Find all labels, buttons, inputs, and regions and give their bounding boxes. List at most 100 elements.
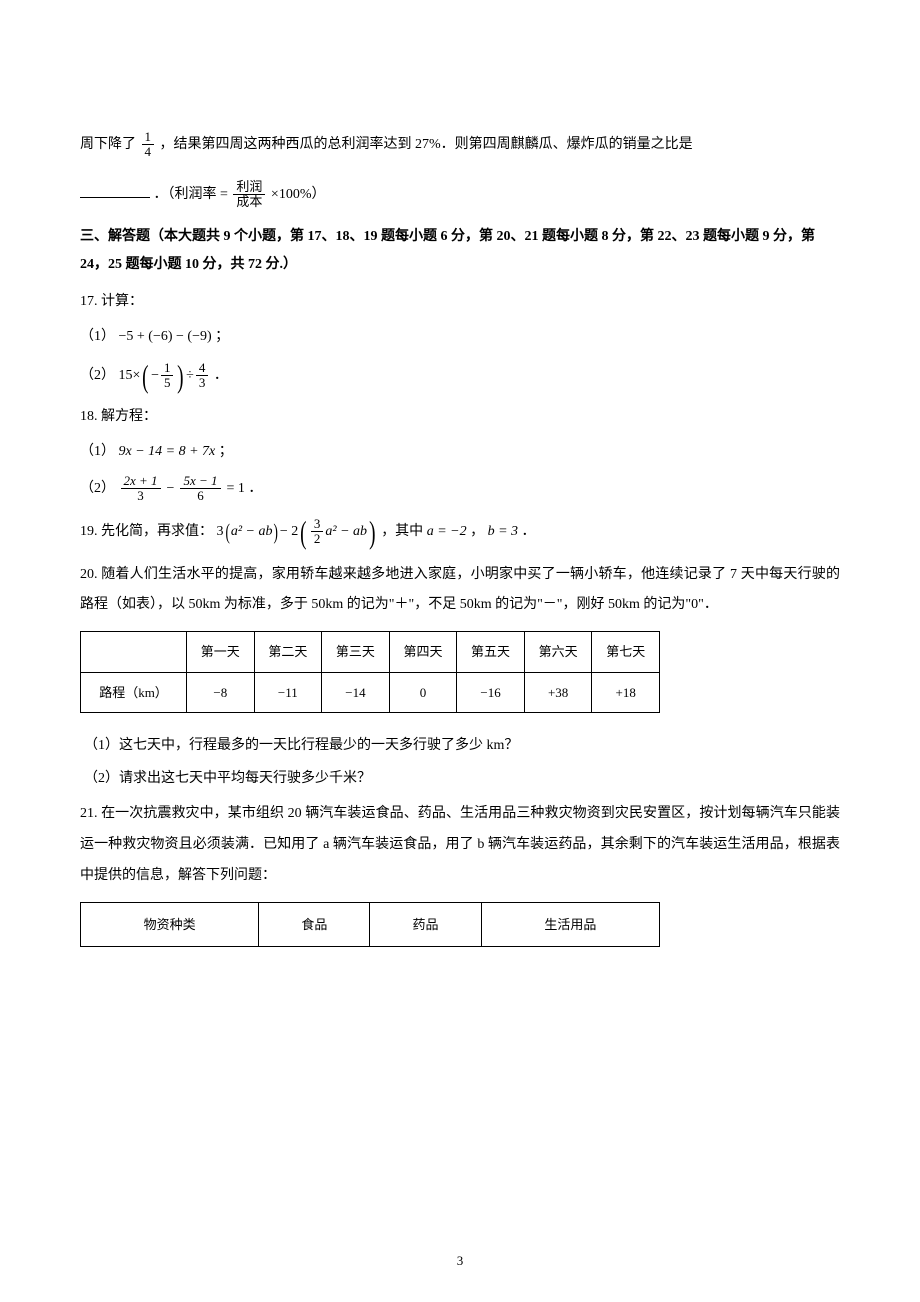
frac-num: 1 [142,130,155,145]
intro-p4: ×100%） [271,187,326,202]
q19-p1: a² − ab [231,519,273,544]
q17-stem: 17. 计算： [80,289,840,314]
table-cell: 0 [389,672,457,712]
section-3-header: 三、解答题（本大题共 9 个小题，第 17、18、19 题每小题 6 分，第 2… [80,223,840,279]
rparen-icon: ) [369,516,375,548]
page-number: 3 [0,1249,920,1272]
q18-sub2: （2） 2x + 1 3 − 5x − 1 6 = 1 ． [80,474,840,504]
q20-table: 第一天 第二天 第三天 第四天 第五天 第六天 第七天 路程（km） −8 −1… [80,631,660,713]
q17-frac-4-3: 4 3 [196,361,209,391]
intro-line-2: ．（利润率 = 利润 成本 ×100%） [80,180,840,210]
q17-sub2-label: （2） [80,368,115,383]
q21-stem: 21. 在一次抗震救灾中，某市组织 20 辆汽车装运食品、药品、生活用品三种救灾… [80,799,840,891]
q17-sub2-expr: 15× ( − 1 5 ) ÷ 4 3 [119,360,211,392]
q17-sub2-inner-pre: − [151,363,159,388]
q17-sub2-pre: 15× [119,363,141,388]
frac-profit: 利润 成本 [233,180,265,210]
intro-p1: 周下降了 [80,137,136,152]
q17-sub1-label: （1） [80,329,115,344]
frac-den: 6 [180,489,220,503]
q17-sub2: （2） 15× ( − 1 5 ) ÷ 4 3 ． [80,360,840,392]
rparen-icon: ) [274,521,278,543]
lparen-icon: ( [225,521,229,543]
frac-den: 5 [161,376,174,390]
table-header: 物资种类 [81,902,259,946]
q19-sep: ， [470,524,484,539]
frac-num: 1 [161,361,174,376]
table-header: 第二天 [254,632,322,672]
table-cell: −16 [457,672,525,712]
q17-sub1-tail: ； [215,329,229,344]
q18-mid: − [167,476,175,501]
q17-sub2-mid: ÷ [186,363,194,388]
table-header: 第五天 [457,632,525,672]
table-cell: +38 [524,672,592,712]
q18-frac2: 5x − 1 6 [180,474,220,504]
table-cell: −8 [187,672,255,712]
intro-p3: ．（利润率 = [154,187,228,202]
frac-den: 3 [196,376,209,390]
q19-cond-b: b = 3 [488,524,518,539]
table-header: 第六天 [524,632,592,672]
q21-table: 物资种类 食品 药品 生活用品 [80,902,660,947]
q19-tail: ，其中 [381,524,427,539]
table-row: 路程（km） −8 −11 −14 0 −16 +38 +18 [81,672,660,712]
q18-sub1: （1） 9x − 14 = 8 + 7x ； [80,439,840,464]
q17-sub1: （1） −5 + (−6) − (−9) ； [80,324,840,349]
frac-num: 5x − 1 [180,474,220,489]
rparen-icon: ) [178,360,184,392]
q18-sub2-label: （2） [80,481,115,496]
intro-line-1: 周下降了 1 4 ，结果第四周这两种西瓜的总利润率达到 27%．则第四周麒麟瓜、… [80,130,840,160]
frac-num: 2x + 1 [121,474,161,489]
row-label: 路程（km） [81,672,187,712]
frac-num: 利润 [233,180,265,195]
q17-frac-1-5: 1 5 [161,361,174,391]
frac-den: 成本 [233,195,265,209]
frac-den: 2 [311,532,324,546]
q19-mid: − 2 [280,519,298,544]
answer-blank [80,197,150,198]
q19-expr: 3 ( a² − ab ) − 2 ( 3 2 a² − ab ) [217,516,378,548]
table-cell: −11 [254,672,322,712]
q20-sub2: （2）请求出这七天中平均每天行驶多少千米？ [84,766,840,791]
q19-stem-pre: 19. 先化简，再求值： [80,524,213,539]
q18-eq: = 1 [227,476,245,501]
table-header: 第三天 [322,632,390,672]
table-header: 第七天 [592,632,660,672]
frac-den: 4 [142,145,155,159]
table-header-row: 物资种类 食品 药品 生活用品 [81,902,660,946]
frac-num: 4 [196,361,209,376]
q18-stem: 18. 解方程： [80,404,840,429]
lparen-icon: ( [300,516,306,548]
table-header: 食品 [259,902,370,946]
q18-sub2-expr: 2x + 1 3 − 5x − 1 6 = 1 [119,474,245,504]
table-header: 第一天 [187,632,255,672]
table-cell: +18 [592,672,660,712]
q18-sub1-tail: ； [219,444,233,459]
table-header-row: 第一天 第二天 第三天 第四天 第五天 第六天 第七天 [81,632,660,672]
q18-sub2-tail: ． [248,481,262,496]
q19-expr-pre: 3 [217,519,224,544]
q17-sub2-tail: ． [214,368,228,383]
q17-sub1-expr: −5 + (−6) − (−9) [119,329,212,344]
frac-den: 3 [121,489,161,503]
q19: 19. 先化简，再求值： 3 ( a² − ab ) − 2 ( 3 2 a² … [80,516,840,548]
q18-sub1-label: （1） [80,444,115,459]
lparen-icon: ( [143,360,149,392]
q19-inner-rest: a² − ab [325,519,367,544]
intro-p2: ，结果第四周这两种西瓜的总利润率达到 27%．则第四周麒麟瓜、爆炸瓜的销量之比是 [160,137,693,152]
q19-tail2: ． [522,524,536,539]
table-header: 第四天 [389,632,457,672]
q18-sub1-expr: 9x − 14 = 8 + 7x [119,444,216,459]
frac-num: 3 [311,517,324,532]
q19-frac-3-2: 3 2 [311,517,324,547]
frac-1-4: 1 4 [142,130,155,160]
table-header: 生活用品 [481,902,659,946]
q20-stem: 20. 随着人们生活水平的提高，家用轿车越来越多地进入家庭，小明家中买了一辆小轿… [80,560,840,622]
table-header: 药品 [370,902,481,946]
q19-cond-a: a = −2 [427,524,467,539]
table-cell: −14 [322,672,390,712]
q20-sub1: （1）这七天中，行程最多的一天比行程最少的一天多行驶了多少 km？ [84,733,840,758]
table-corner [81,632,187,672]
q18-frac1: 2x + 1 3 [121,474,161,504]
